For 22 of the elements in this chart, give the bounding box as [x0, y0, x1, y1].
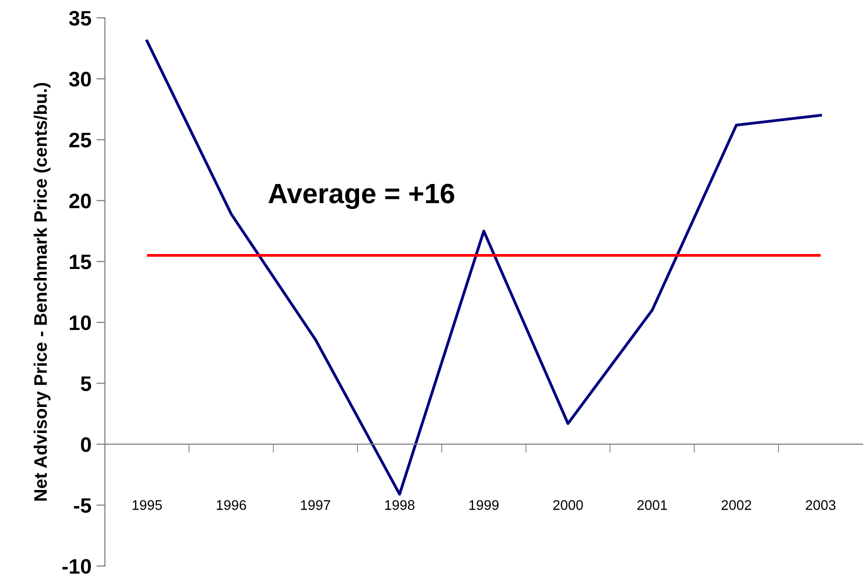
- y-tick-label: -10: [62, 559, 91, 574]
- y-tick-label: 5: [80, 376, 92, 392]
- annotation: Average = +16: [268, 184, 454, 209]
- y-tick-label: 20: [69, 194, 91, 208]
- y-tick-label: 30: [69, 72, 91, 87]
- y-tick-label: -5: [74, 498, 92, 513]
- x-tick-label: 1996: [216, 500, 246, 510]
- x-tick-label: 1998: [385, 500, 414, 510]
- y-tick-label: 0: [80, 437, 91, 452]
- line-series: [146, 40, 822, 496]
- y-tick-label: 15: [70, 254, 92, 270]
- x-tick-label: 2003: [806, 500, 836, 510]
- x-tick-label: 1999: [469, 500, 499, 510]
- x-tick-label: 2001: [637, 500, 667, 510]
- x-tick-label: 1995: [132, 500, 162, 510]
- x-tick-label: 2000: [553, 500, 583, 510]
- x-tick-label: 1997: [301, 500, 330, 510]
- y-axis-title: Net Advisory Price - Benchmark Price (cents/bu.): [34, 82, 50, 501]
- y-tick-label: 25: [69, 132, 92, 148]
- y-tick-label: 10: [70, 315, 91, 330]
- y-tick-label: 35: [69, 10, 92, 26]
- x-tick-label: 2002: [722, 500, 752, 510]
